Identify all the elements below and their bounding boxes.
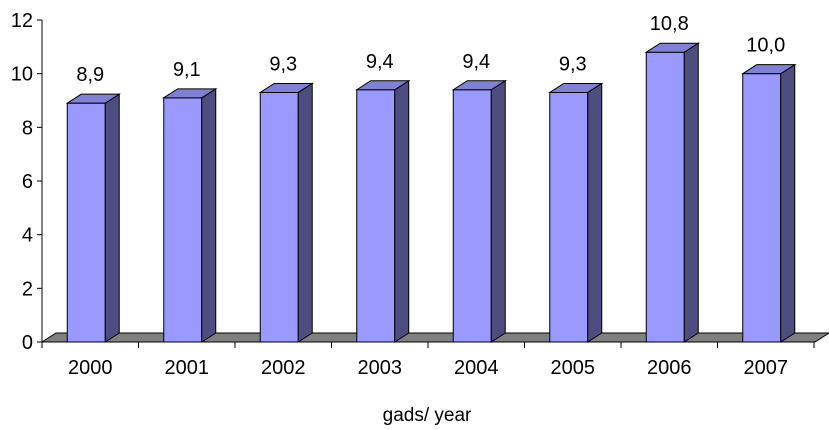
data-label: 9,1 (173, 59, 201, 81)
y-tick-label: 4 (22, 225, 33, 247)
bar-side (104, 93, 120, 343)
y-tick-label: 6 (22, 171, 33, 193)
data-label: 9,3 (269, 53, 297, 75)
chart-floor-plane (40, 332, 829, 343)
bars (65, 42, 797, 343)
data-label: 9,3 (559, 53, 587, 75)
bar-front (66, 102, 106, 343)
y-tick-label: 8 (22, 117, 33, 139)
bar-side (490, 79, 506, 343)
bar-top (355, 80, 411, 91)
bar-side (780, 63, 796, 343)
bar-front (645, 51, 685, 343)
bar-front (259, 91, 299, 343)
bar-top (65, 93, 121, 104)
bar-top (451, 80, 507, 91)
x-tick-label: 2001 (165, 357, 210, 379)
x-tick-label: 2005 (551, 357, 596, 379)
data-label: 9,4 (366, 51, 394, 73)
bar-front (549, 91, 589, 343)
bar-front (356, 89, 396, 343)
x-tick-label: 2007 (744, 357, 789, 379)
y-tick-label: 10 (11, 64, 33, 86)
x-tick-label: 2002 (261, 357, 306, 379)
bar-2006 (644, 42, 700, 343)
bar-side (297, 82, 313, 343)
data-label: 10,8 (650, 13, 689, 35)
bar-side (201, 87, 217, 343)
y-tick-label: 12 (11, 10, 33, 32)
bar-2005 (548, 82, 604, 343)
bar-top (741, 64, 797, 75)
bar-top (548, 82, 604, 93)
data-label: 9,4 (462, 51, 490, 73)
bar-top (644, 42, 700, 53)
bar-front (742, 73, 782, 343)
bar-2007 (741, 63, 797, 343)
data-label: 10,0 (746, 35, 785, 57)
x-tick-label: 2004 (454, 357, 499, 379)
x-tick-label: 2003 (358, 357, 403, 379)
bar-2003 (355, 79, 411, 343)
x-axis-label: gads/ year (383, 405, 472, 426)
bar-side (587, 82, 603, 343)
x-tick-label: 2006 (647, 357, 692, 379)
data-label: 8,9 (76, 64, 104, 86)
chart-floor (40, 332, 829, 343)
bar-top (162, 88, 218, 99)
bar-side (683, 42, 699, 343)
labels: 0 2 4 6 8 10 12 8,9 2000 9,1 2001 9,3 2002 9,4 2003 9,4… (11, 10, 788, 379)
bar-side (394, 79, 410, 343)
bar-2004 (451, 79, 507, 343)
x-tick-label: 2000 (68, 357, 113, 379)
bar-top (258, 82, 314, 93)
y-tick-label: 2 (22, 278, 33, 300)
bar-front (163, 97, 203, 343)
bar-2002 (258, 82, 314, 343)
bar-front (452, 89, 492, 343)
bar-2001 (162, 87, 218, 343)
y-tick-label: 0 (22, 332, 33, 354)
bar-2000 (65, 93, 121, 343)
